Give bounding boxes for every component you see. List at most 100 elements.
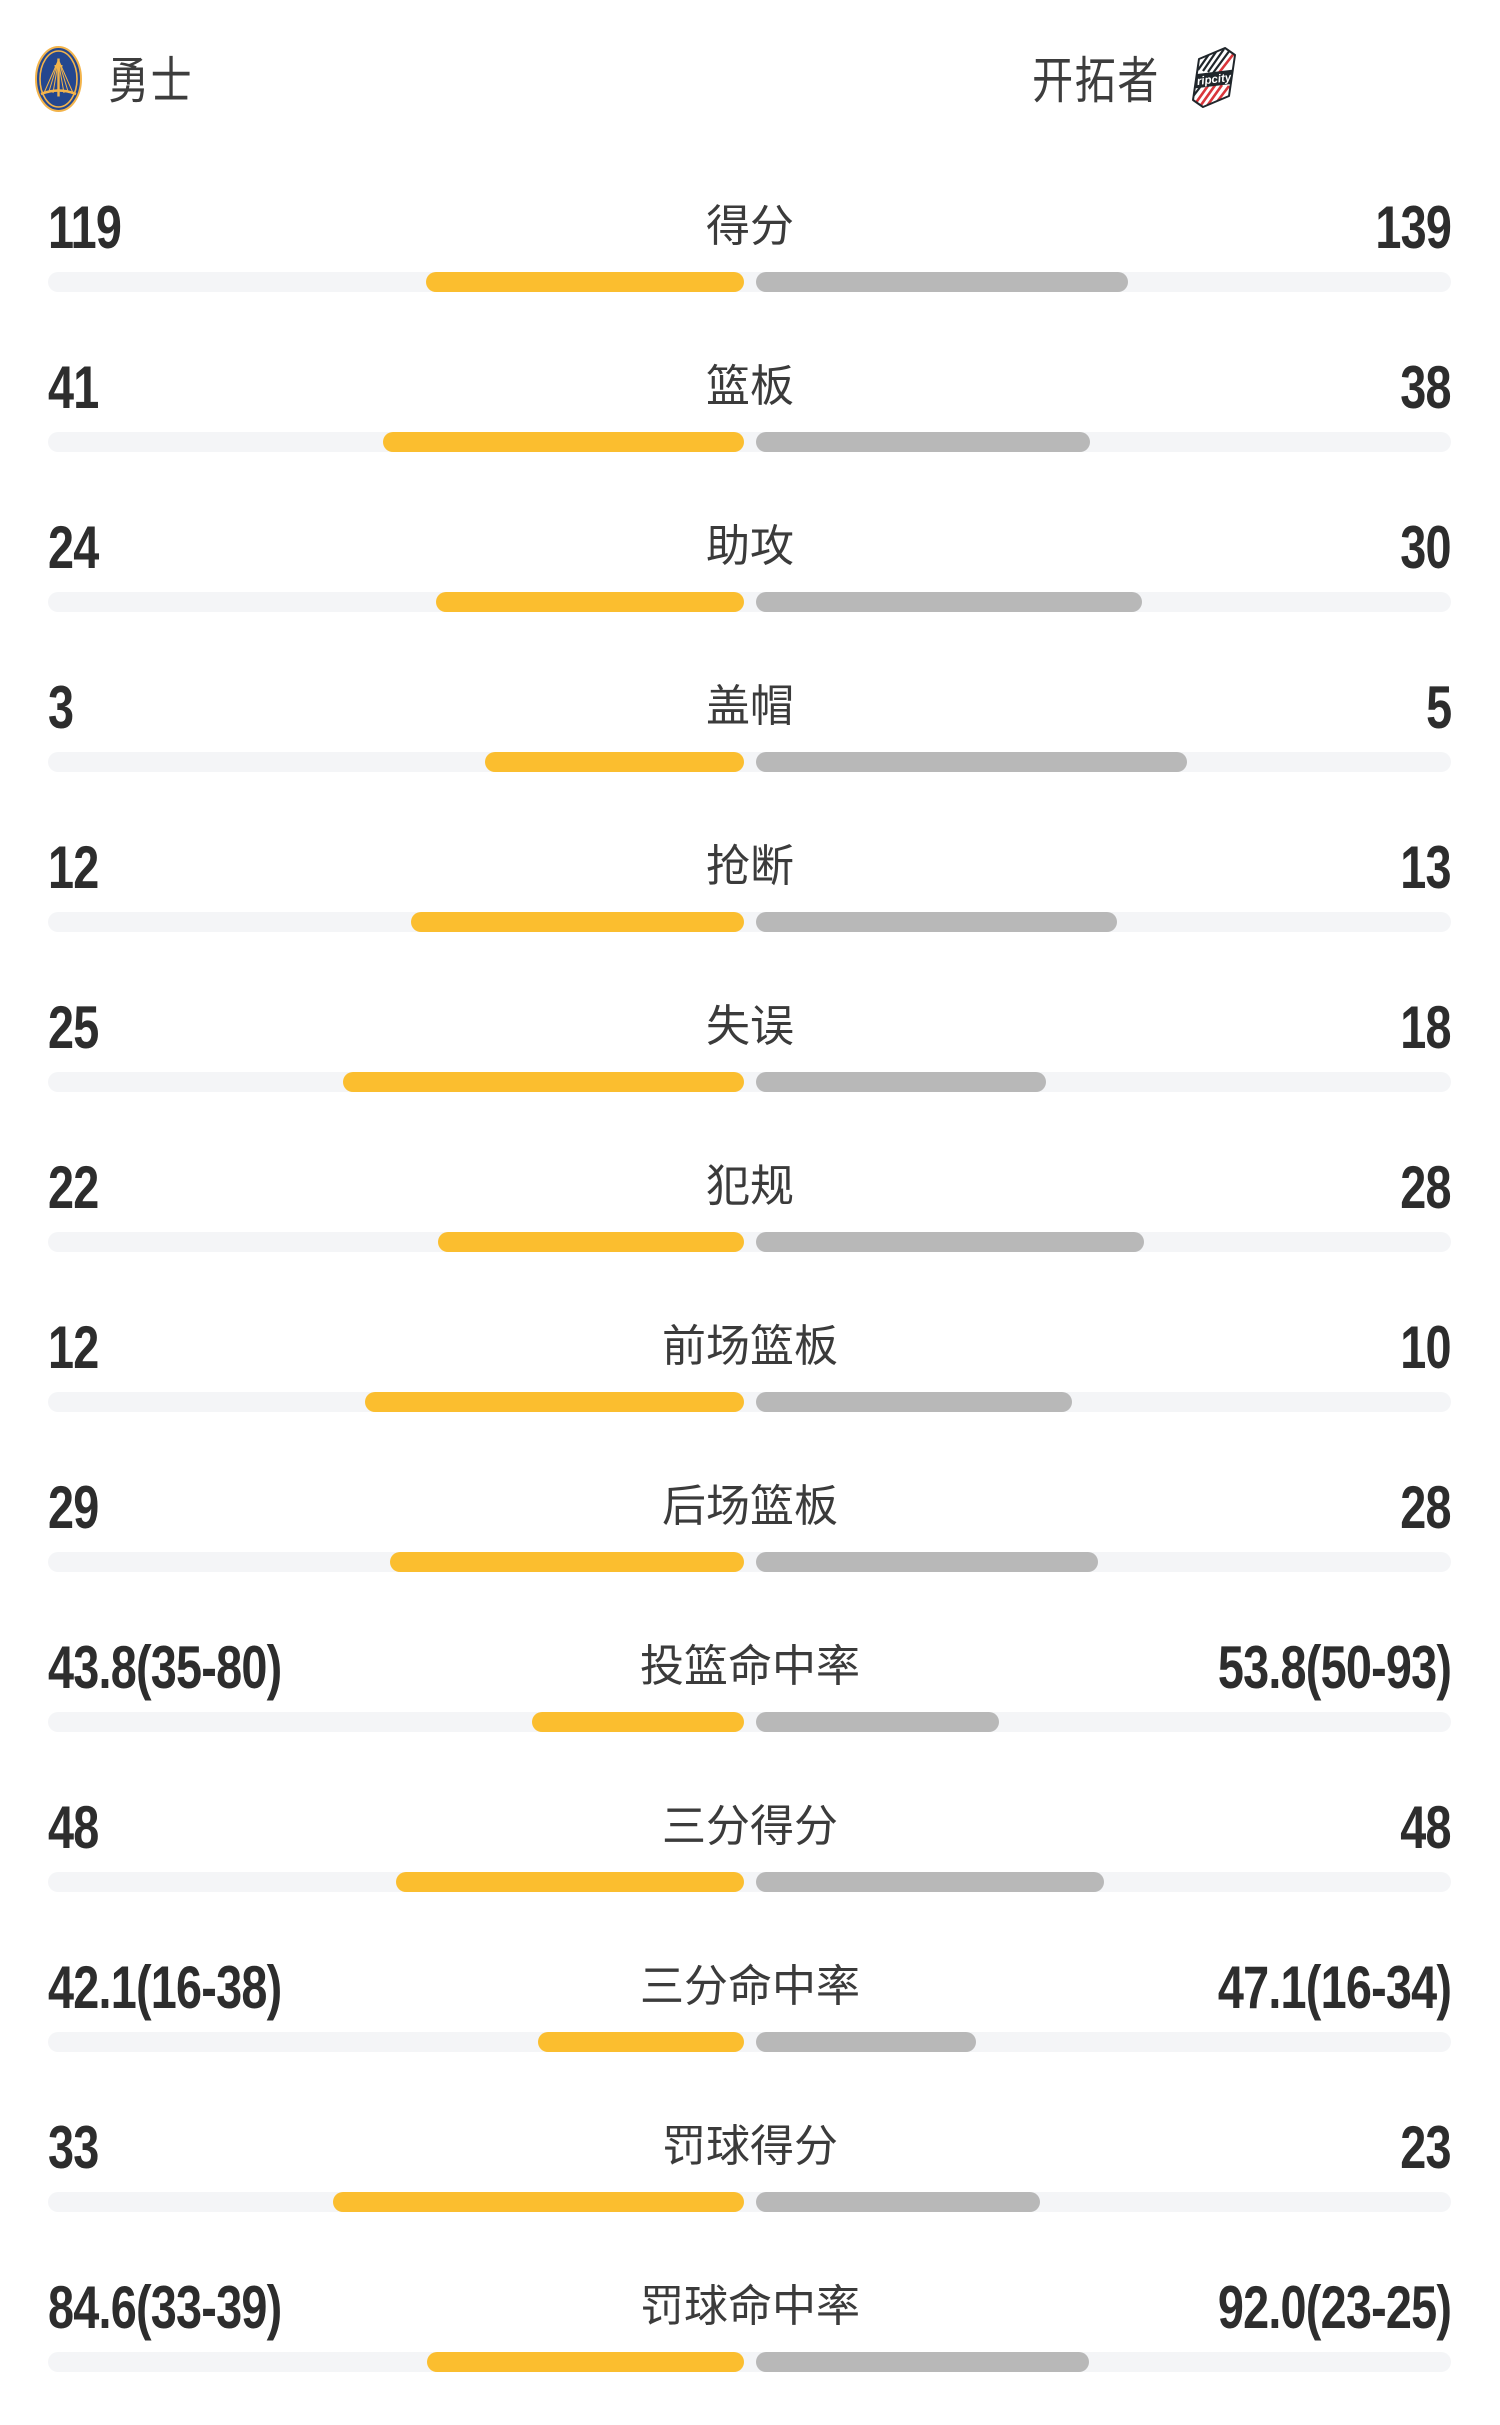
- warriors-logo-icon: [35, 46, 82, 117]
- stat-label: 盖帽: [706, 682, 794, 731]
- stat-label: 得分: [706, 202, 794, 251]
- stat-bar-away-fill: [756, 272, 1128, 292]
- stat-bar-home-fill: [427, 2352, 744, 2372]
- stat-row: 42.1(16-38) 三分命中率 47.1(16-34): [0, 1945, 1500, 2105]
- stat-label: 投篮命中率: [640, 1642, 860, 1691]
- stat-row: 3 盖帽 5: [0, 665, 1500, 825]
- stat-away-value: 139: [1375, 194, 1452, 261]
- stat-bar-home-fill: [343, 1072, 744, 1092]
- stat-bar-track: [48, 592, 1451, 612]
- stat-bar-home-fill: [426, 272, 744, 292]
- stat-away-value: 5: [1425, 674, 1452, 741]
- stat-row: 25 失误 18: [0, 985, 1500, 1145]
- stat-bar-track: [48, 1872, 1451, 1892]
- stat-bar-home-fill: [383, 432, 744, 452]
- stat-bar-home-fill: [438, 1232, 744, 1252]
- stat-row: 24 助攻 30: [0, 505, 1500, 665]
- stat-bar-home-fill: [538, 2032, 744, 2052]
- stat-home-value: 48: [48, 1794, 99, 1861]
- stat-label: 前场篮板: [662, 1322, 838, 1371]
- stat-label: 失误: [706, 1002, 794, 1051]
- stat-home-value: 84.6(33-39): [48, 2274, 282, 2341]
- stat-bar-track: [48, 1712, 1451, 1732]
- stat-away-value: 38: [1400, 354, 1451, 421]
- stat-label: 抢断: [706, 842, 794, 891]
- stat-home-value: 12: [48, 834, 99, 901]
- stat-bar-track: [48, 272, 1451, 292]
- stat-row: 41 篮板 38: [0, 345, 1500, 505]
- stat-bar-away-fill: [756, 1552, 1098, 1572]
- stat-label: 三分得分: [662, 1802, 838, 1851]
- stat-away-value: 28: [1400, 1154, 1451, 1221]
- stat-bar-home-fill: [333, 2192, 744, 2212]
- stat-home-value: 22: [48, 1154, 99, 1221]
- home-team-name: 勇士: [108, 53, 194, 109]
- stat-away-value: 30: [1400, 514, 1451, 581]
- stat-bar-track: [48, 912, 1451, 932]
- stat-bar-home-fill: [390, 1552, 744, 1572]
- stat-row: 22 犯规 28: [0, 1145, 1500, 1305]
- stat-bar-track: [48, 752, 1451, 772]
- stat-home-value: 24: [48, 514, 99, 581]
- stat-row: 12 前场篮板 10: [0, 1305, 1500, 1465]
- stat-home-value: 33: [48, 2114, 99, 2181]
- stat-bar-away-fill: [756, 1712, 999, 1732]
- away-team-name: 开拓者: [1032, 53, 1160, 109]
- stat-bar-away-fill: [756, 2352, 1089, 2372]
- stat-bar-track: [48, 2192, 1451, 2212]
- stat-bar-away-fill: [756, 1392, 1072, 1412]
- stat-home-value: 119: [48, 194, 122, 261]
- blazers-ripcity-logo-icon: ripcity: [1190, 46, 1238, 114]
- stat-bar-away-fill: [756, 1072, 1046, 1092]
- stat-bar-track: [48, 2352, 1451, 2372]
- stat-label: 后场篮板: [662, 1482, 838, 1531]
- stat-bar-track: [48, 1232, 1451, 1252]
- stat-bar-away-fill: [756, 1232, 1144, 1252]
- stat-away-value: 18: [1400, 994, 1451, 1061]
- stat-away-value: 47.1(16-34): [1217, 1954, 1452, 2021]
- stat-label: 三分命中率: [640, 1962, 860, 2011]
- stat-bar-away-fill: [756, 432, 1090, 452]
- stat-row: 12 抢断 13: [0, 825, 1500, 985]
- stat-bar-away-fill: [756, 912, 1117, 932]
- stat-bar-away-fill: [756, 592, 1142, 612]
- stat-bar-track: [48, 432, 1451, 452]
- stat-home-value: 3: [48, 674, 74, 741]
- stat-label: 罚球得分: [662, 2122, 838, 2171]
- stat-label: 犯规: [706, 1162, 794, 1211]
- stat-row: 33 罚球得分 23: [0, 2105, 1500, 2265]
- stat-home-value: 25: [48, 994, 99, 1061]
- stat-row: 119 得分 139: [0, 185, 1500, 345]
- stat-bar-away-fill: [756, 1872, 1104, 1892]
- stat-bar-home-fill: [485, 752, 744, 772]
- stat-away-value: 48: [1400, 1794, 1451, 1861]
- stat-row: 84.6(33-39) 罚球命中率 92.0(23-25): [0, 2265, 1500, 2425]
- stat-away-value: 53.8(50-93): [1217, 1634, 1452, 1701]
- stat-row: 48 三分得分 48: [0, 1785, 1500, 1945]
- stat-row: 43.8(35-80) 投篮命中率 53.8(50-93): [0, 1625, 1500, 1785]
- stat-home-value: 12: [48, 1314, 99, 1381]
- stat-bar-home-fill: [396, 1872, 744, 1892]
- stat-bar-home-fill: [365, 1392, 744, 1412]
- stat-away-value: 92.0(23-25): [1217, 2274, 1452, 2341]
- stat-label: 罚球命中率: [640, 2282, 860, 2331]
- stat-bar-track: [48, 2032, 1451, 2052]
- stat-label: 助攻: [706, 522, 794, 571]
- stat-home-value: 41: [48, 354, 99, 421]
- stat-away-value: 28: [1400, 1474, 1451, 1541]
- stat-bar-track: [48, 1552, 1451, 1572]
- stat-row: 29 后场篮板 28: [0, 1465, 1500, 1625]
- stat-bar-track: [48, 1072, 1451, 1092]
- scoreboard-header: 勇士 开拓者 ripcity: [0, 0, 1500, 180]
- stat-away-value: 23: [1400, 2114, 1451, 2181]
- stat-bar-away-fill: [756, 2032, 976, 2052]
- stat-label: 篮板: [706, 362, 794, 411]
- ripcity-logo-text: ripcity: [1196, 72, 1232, 88]
- stat-away-value: 10: [1400, 1314, 1451, 1381]
- stat-bar-home-fill: [436, 592, 744, 612]
- stat-bar-away-fill: [756, 2192, 1040, 2212]
- stat-home-value: 43.8(35-80): [48, 1634, 282, 1701]
- stat-home-value: 42.1(16-38): [48, 1954, 282, 2021]
- stat-home-value: 29: [48, 1474, 99, 1541]
- stat-bar-home-fill: [411, 912, 744, 932]
